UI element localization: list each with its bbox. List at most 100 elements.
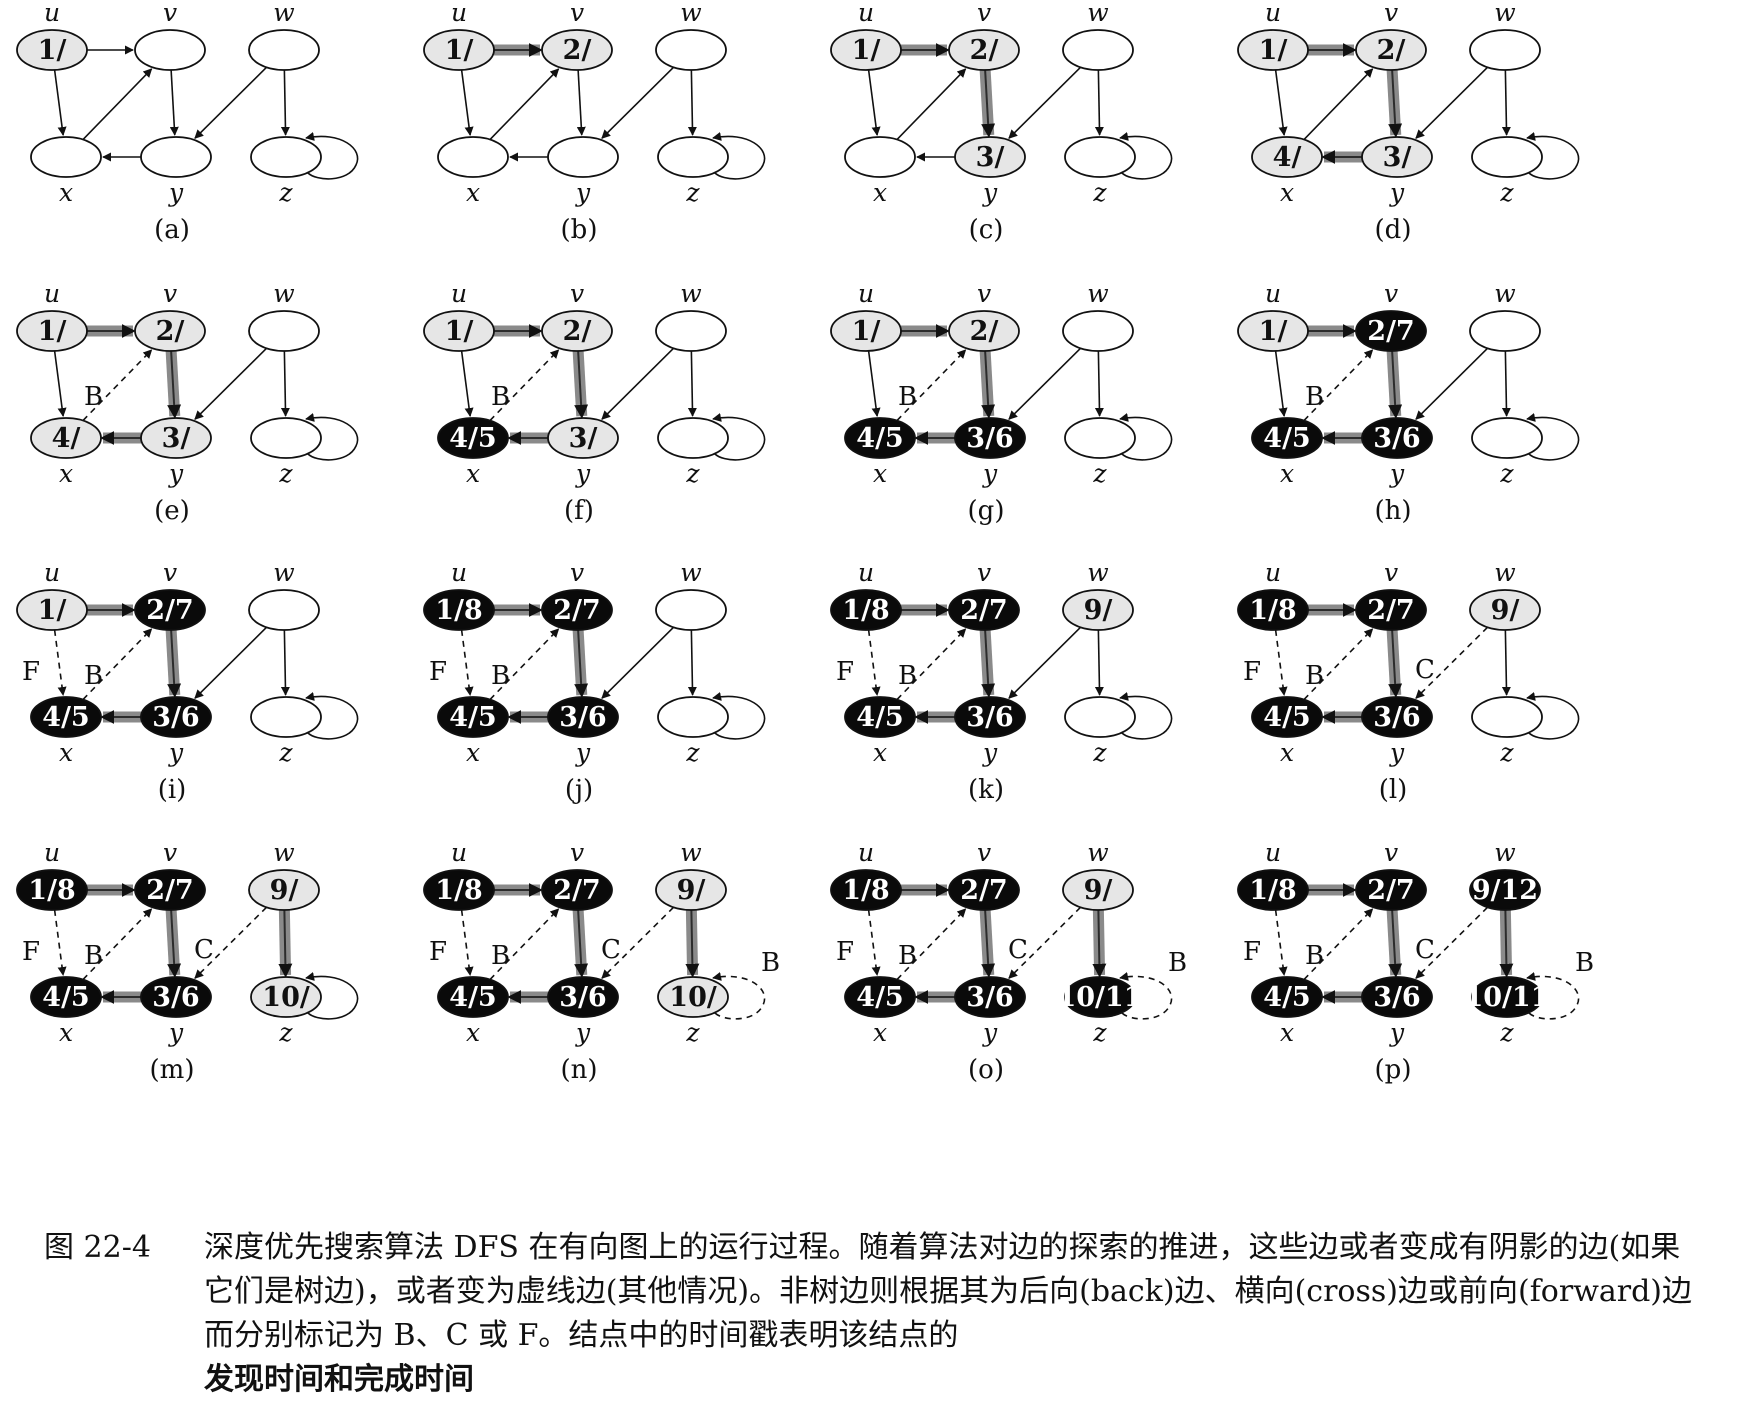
node-ellipse bbox=[250, 696, 322, 738]
node-v: 2/v bbox=[948, 0, 1020, 71]
node-timestamp: 10/ bbox=[262, 982, 310, 1013]
edge-w-z bbox=[278, 909, 293, 978]
panel-caption: (o) bbox=[968, 1055, 1004, 1085]
node-timestamp: 4/5 bbox=[449, 702, 496, 733]
node-z: z bbox=[1471, 136, 1543, 207]
node-z: z bbox=[1064, 696, 1136, 767]
panel-caption: (f) bbox=[564, 496, 594, 526]
node-ellipse bbox=[541, 869, 613, 911]
node-timestamp: 3/ bbox=[1383, 142, 1412, 173]
panel-caption: (h) bbox=[1374, 496, 1411, 526]
edge-x-v: B bbox=[82, 628, 153, 701]
node-ellipse bbox=[655, 310, 727, 352]
edge-u-x: F bbox=[836, 909, 881, 976]
node-w: w bbox=[1062, 279, 1134, 352]
vertex-name-u: u bbox=[451, 838, 467, 867]
vertex-name-z: z bbox=[685, 1018, 700, 1047]
panel-caption: (e) bbox=[154, 496, 190, 526]
node-ellipse bbox=[948, 310, 1020, 352]
edge-v-y bbox=[1386, 69, 1403, 138]
dfs-panel: 1/u 2/v w x y z (b) bbox=[423, 0, 766, 245]
edge-type-label: B bbox=[1305, 661, 1324, 691]
panel-caption: (p) bbox=[1375, 1055, 1412, 1085]
edge-x-v: B bbox=[82, 349, 153, 422]
node-timestamp: 3/6 bbox=[1373, 423, 1420, 454]
node-ellipse bbox=[547, 417, 619, 459]
self-loop-arrow bbox=[1526, 132, 1580, 180]
node-ellipse bbox=[844, 136, 916, 178]
vertex-name-y: y bbox=[982, 178, 998, 207]
node-z: z bbox=[657, 417, 729, 488]
node-ellipse bbox=[1355, 589, 1427, 631]
node-ellipse bbox=[1471, 136, 1543, 178]
node-timestamp: 9/ bbox=[270, 875, 299, 906]
tree-edge-arrow bbox=[981, 350, 996, 419]
edge-arrow bbox=[53, 909, 67, 976]
node-ellipse bbox=[30, 136, 102, 178]
tree-edge-arrow bbox=[167, 350, 182, 419]
node-timestamp: 3/6 bbox=[966, 982, 1013, 1013]
edge-arrow bbox=[82, 349, 153, 422]
edge-arrow bbox=[489, 908, 560, 981]
node-x: 4/5 x bbox=[437, 417, 509, 488]
node-x: x bbox=[30, 136, 102, 207]
node-timestamp: 3/ bbox=[162, 423, 191, 454]
node-z: z bbox=[250, 136, 322, 207]
node-timestamp: 2/7 bbox=[146, 875, 193, 906]
edge-u-x: F bbox=[429, 909, 474, 976]
edge-v-y bbox=[979, 350, 996, 419]
vertex-name-z: z bbox=[278, 738, 293, 767]
node-v: 2/7 v bbox=[1355, 279, 1427, 352]
self-loop-arrow bbox=[305, 692, 359, 740]
edge-arrow bbox=[1415, 626, 1489, 699]
self-loop-arrow bbox=[305, 972, 359, 1020]
node-ellipse bbox=[830, 589, 902, 631]
vertex-name-u: u bbox=[858, 558, 874, 587]
edge-type-label: F bbox=[429, 937, 447, 967]
node-w: w bbox=[1062, 0, 1134, 71]
vertex-name-w: w bbox=[1087, 0, 1108, 27]
vertex-name-y: y bbox=[168, 1018, 184, 1047]
node-ellipse bbox=[30, 976, 102, 1018]
edge-arrow bbox=[82, 68, 153, 141]
vertex-name-w: w bbox=[1494, 279, 1515, 308]
node-ellipse bbox=[1251, 136, 1323, 178]
edge-arrow bbox=[460, 350, 474, 417]
node-ellipse bbox=[1361, 976, 1433, 1018]
node-ellipse bbox=[1361, 136, 1433, 178]
dfs-panel: 1/u v w x y z (a) bbox=[16, 0, 359, 245]
node-z: 10/z bbox=[250, 976, 322, 1047]
edge-z-z bbox=[1119, 132, 1173, 180]
edge-w-z bbox=[280, 350, 290, 417]
edge-w-z bbox=[1501, 350, 1511, 417]
vertex-name-x: x bbox=[873, 1018, 887, 1047]
edge-arrow bbox=[489, 628, 560, 701]
dfs-figure: 1/u v wx y z(a)1/u2/v wx y z(b)1/u2/v wx3/y z(c)1… bbox=[16, 0, 1594, 1085]
node-v: 2/7 v bbox=[1355, 838, 1427, 911]
edge-arrow bbox=[82, 908, 153, 981]
vertex-name-y: y bbox=[575, 1018, 591, 1047]
edge-x-v: B bbox=[1303, 349, 1374, 422]
node-timestamp: 2/7 bbox=[553, 875, 600, 906]
node-ellipse bbox=[1251, 417, 1323, 459]
edge-arrow bbox=[460, 909, 474, 976]
edge-arrow bbox=[1008, 626, 1082, 699]
edge-arrow bbox=[601, 626, 675, 699]
node-v: v bbox=[134, 0, 206, 71]
node-ellipse bbox=[954, 696, 1026, 738]
vertex-name-z: z bbox=[685, 738, 700, 767]
node-ellipse bbox=[1471, 976, 1543, 1018]
vertex-name-v: v bbox=[570, 558, 584, 587]
dfs-panel: F B C B 1/8 u 2/7 v 9/w 4/5 x 3/6 y 10/11 z (o) bbox=[830, 838, 1187, 1085]
edge-w-y: C bbox=[194, 906, 268, 979]
edge-w-y bbox=[194, 626, 268, 699]
node-ellipse bbox=[16, 29, 88, 71]
vertex-name-x: x bbox=[59, 1018, 73, 1047]
vertex-name-x: x bbox=[873, 178, 887, 207]
edge-v-y bbox=[1386, 909, 1403, 978]
node-ellipse bbox=[16, 869, 88, 911]
node-u: 1/8 u bbox=[1237, 558, 1309, 631]
node-u: 1/8 u bbox=[423, 558, 495, 631]
edge-v-y bbox=[165, 350, 182, 419]
node-timestamp: 9/12 bbox=[1472, 875, 1538, 906]
